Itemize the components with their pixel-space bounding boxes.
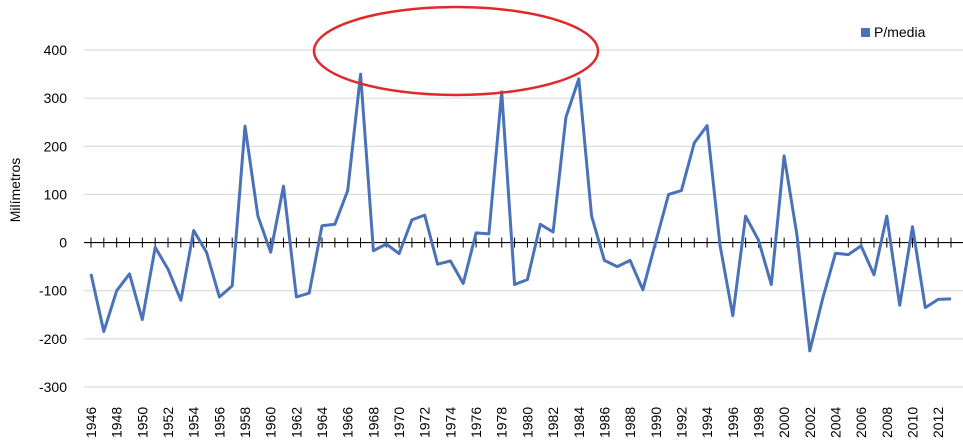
y-tick-label: 400: [44, 42, 68, 58]
x-tick-label: 2006: [853, 407, 869, 438]
x-tick-label: 1968: [365, 407, 381, 438]
legend: P/media: [861, 24, 926, 40]
x-tick-label: 1986: [596, 407, 612, 438]
y-tick-label: 300: [44, 90, 68, 106]
highlight-ellipse: [312, 5, 600, 97]
x-tick-labels: 1946 1948 1950 1952 1954 1956 1958 1960 1962 1964…: [83, 407, 946, 438]
y-tick-label: -300: [39, 379, 67, 395]
legend-swatch: [861, 28, 870, 37]
x-tick-label: 1956: [211, 407, 227, 438]
x-tick-label: 1964: [314, 407, 330, 438]
x-tick-label: 1990: [648, 407, 664, 438]
x-tick-label: 2004: [827, 407, 843, 438]
x-tick-label: 1974: [442, 407, 458, 438]
y-gridlines: [84, 49, 963, 388]
x-tick-label: 1982: [545, 407, 561, 438]
x-tick-label: 1980: [519, 407, 535, 438]
x-tick-label: 1960: [263, 407, 279, 438]
x-tick-label: 1946: [83, 407, 99, 438]
x-tick-label: 1996: [725, 407, 741, 438]
y-tick-label: -100: [39, 283, 67, 299]
y-tick-label: 100: [44, 186, 68, 202]
x-tick-label: 2012: [930, 407, 946, 438]
x-tick-label: 1950: [134, 407, 150, 438]
x-tick-label: 1998: [750, 407, 766, 438]
x-tick-label: 1976: [468, 407, 484, 438]
x-tick-label: 2000: [776, 407, 792, 438]
x-tick-label: 1958: [237, 407, 253, 438]
x-tick-label: 1972: [417, 407, 433, 438]
y-tick-label: 0: [59, 235, 67, 251]
x-tick-label: 1948: [109, 407, 125, 438]
y-tick-label: -200: [39, 331, 67, 347]
x-tick-label: 1970: [391, 407, 407, 438]
x-tick-label: 1994: [699, 407, 715, 438]
x-tick-label: 1954: [186, 407, 202, 438]
y-axis-label: Milímetros: [7, 158, 23, 223]
legend-label: P/media: [874, 24, 926, 40]
x-tick-label: 1978: [494, 407, 510, 438]
x-tick-label: 1984: [571, 407, 587, 438]
x-tick-label: 1992: [673, 407, 689, 438]
y-tick-label: 200: [44, 138, 68, 154]
y-tick-labels: -300 -200 -100 0 100 200 300 400: [39, 42, 67, 395]
x-tick-label: 1962: [288, 407, 304, 438]
x-tick-label: 1966: [340, 407, 356, 438]
series-line-p-media: [89, 72, 952, 353]
x-tick-label: 1952: [160, 407, 176, 438]
x-tick-label: 2008: [879, 407, 895, 438]
x-tick-label: 1988: [622, 407, 638, 438]
x-tick-label: 2010: [904, 407, 920, 438]
x-tick-label: 2002: [802, 407, 818, 438]
